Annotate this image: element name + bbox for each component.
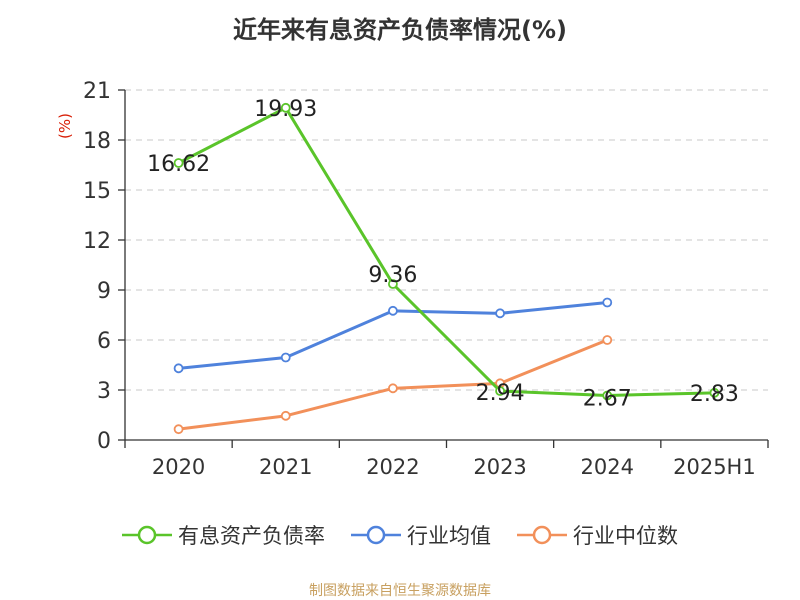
legend-label-interest-debt-ratio: 有息资产负债率: [178, 524, 325, 548]
y-tick-label: 18: [83, 129, 111, 154]
y-axis-label: (%): [56, 113, 74, 139]
data-point: [495, 386, 505, 396]
legend-item-interest-debt-ratio[interactable]: 有息资产负债率: [122, 520, 325, 550]
data-point: [173, 424, 184, 435]
data-point: [173, 158, 184, 168]
data-label: 2.94: [476, 381, 525, 406]
legend: 有息资产负债率 行业均值 行业中位数: [0, 520, 800, 550]
data-label: 2.83: [690, 382, 739, 407]
y-tick-label: 12: [83, 229, 111, 254]
chart-title: 近年来有息资产负债率情况(%): [233, 16, 567, 44]
data-point: [495, 308, 505, 319]
x-tick-label: 2021: [259, 455, 312, 479]
legend-swatch-industry-median-icon: [517, 525, 567, 545]
data-point: [173, 363, 184, 374]
legend-item-industry-median[interactable]: 行业中位数: [517, 520, 678, 550]
data-point: [388, 279, 398, 289]
data-point: [280, 352, 291, 363]
data-point: [602, 297, 613, 308]
legend-label-industry-mean: 行业均值: [407, 524, 491, 548]
legend-swatch-interest-debt-ratio-icon: [122, 525, 172, 545]
x-tick-label: 2022: [366, 455, 419, 479]
data-point: [388, 305, 398, 316]
data-point: [602, 335, 613, 345]
y-tick-label: 21: [83, 79, 111, 104]
data-label: 19.93: [254, 97, 317, 122]
x-tick-label: 2023: [473, 455, 526, 479]
data-point: [280, 410, 291, 421]
x-tick-label: 2024: [581, 455, 634, 479]
data-point: [709, 387, 720, 398]
x-tick-label: 2025H1: [673, 455, 756, 479]
source-text: 制图数据来自恒生聚源数据库: [309, 583, 491, 599]
legend-label-industry-median: 行业中位数: [573, 524, 678, 548]
y-tick-label: 3: [97, 379, 111, 404]
y-tick-label: 0: [97, 429, 111, 454]
data-point: [388, 383, 398, 394]
y-tick-label: 9: [97, 279, 111, 304]
legend-swatch-industry-mean-icon: [351, 525, 401, 545]
y-tick-label: 6: [97, 329, 111, 354]
legend-item-industry-mean[interactable]: 行业均值: [351, 520, 491, 550]
data-label: 2.67: [583, 387, 632, 412]
data-label: 9.36: [368, 263, 417, 288]
data-point: [280, 102, 291, 113]
data-label: 16.62: [147, 152, 210, 177]
x-tick-label: 2020: [152, 455, 205, 479]
y-tick-label: 15: [83, 179, 111, 204]
data-point: [602, 390, 613, 401]
series-line: [177, 106, 715, 397]
